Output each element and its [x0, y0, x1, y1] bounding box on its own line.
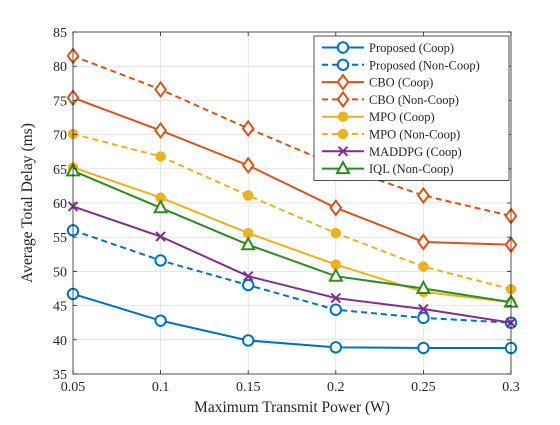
plot-series	[65, 47, 519, 355]
series-line	[72, 166, 512, 304]
series-line	[72, 132, 512, 291]
data-point	[418, 303, 429, 315]
data-point	[243, 190, 254, 201]
legend-item: MPO (Coop)	[322, 110, 435, 124]
series-line	[72, 55, 512, 217]
data-point	[241, 156, 255, 175]
y-tick-label: 65	[53, 163, 67, 178]
axes: 0.05 0.1 0.15 0.2 0.25 0.3 35 40 45 50 55 60 65 70 75 8…	[53, 26, 520, 395]
legend-item: MADDPG (Coop)	[322, 145, 462, 159]
series-5	[67, 128, 517, 295]
y-tick-label: 80	[53, 60, 67, 75]
data-point	[154, 254, 167, 267]
data-point	[155, 151, 166, 162]
series-6	[67, 201, 517, 328]
legend-item: Proposed (Coop)	[322, 41, 454, 55]
legend-swatch-marker	[336, 90, 350, 109]
data-point	[417, 341, 430, 355]
legend-item: MPO (Non-Coop)	[322, 128, 460, 142]
y-tick-label: 40	[53, 334, 67, 349]
x-tick-label: 0.25	[411, 380, 436, 395]
legend-swatch-marker	[337, 111, 349, 122]
data-point	[330, 259, 341, 270]
data-point	[328, 267, 344, 282]
legend-item: IQL (Non-Coop)	[322, 160, 454, 176]
series-7	[65, 162, 519, 308]
legend-swatch-marker	[336, 41, 350, 54]
x-tick-label: 0.2	[327, 380, 345, 395]
series-0	[66, 287, 518, 355]
data-point	[415, 279, 432, 294]
data-point	[155, 231, 166, 242]
x-tick-label: 0.1	[152, 380, 170, 395]
legend-label: MPO (Coop)	[369, 110, 435, 124]
x-axis-label: Maximum Transmit Power (W)	[194, 399, 390, 416]
y-tick-label: 45	[53, 300, 67, 315]
y-tick-label: 35	[53, 368, 67, 383]
data-point	[330, 227, 341, 239]
legend-label: CBO (Non-Coop)	[369, 93, 459, 107]
data-point	[242, 278, 255, 292]
series-line	[72, 169, 512, 304]
data-point	[330, 292, 342, 304]
data-point	[418, 261, 429, 272]
legend-item: Proposed (Non-Coop)	[322, 58, 480, 72]
legend-item: CBO (Non-Coop)	[322, 90, 459, 109]
legend-label: IQL (Non-Coop)	[369, 162, 454, 176]
data-point	[243, 227, 254, 239]
data-point	[242, 334, 255, 347]
data-point	[242, 270, 254, 282]
data-point	[240, 236, 256, 251]
x-tick-label: 0.05	[61, 380, 86, 395]
series-2	[66, 88, 518, 254]
y-tick-label: 85	[53, 26, 67, 41]
y-tick-label: 50	[53, 265, 67, 280]
y-tick-label: 75	[53, 94, 67, 109]
data-point	[417, 311, 430, 325]
data-point	[416, 233, 430, 251]
series-line	[72, 205, 512, 324]
legend-label: MPO (Non-Coop)	[369, 128, 460, 142]
legend-label: Proposed (Coop)	[369, 41, 454, 55]
legend-label: CBO (Coop)	[369, 76, 433, 90]
data-point	[154, 121, 168, 140]
series-4	[67, 162, 517, 308]
legend-swatch-marker	[337, 128, 349, 140]
legend-swatch-marker	[336, 73, 350, 91]
series-line	[72, 229, 512, 324]
data-point	[329, 341, 342, 354]
legend-label: MADDPG (Coop)	[369, 145, 462, 159]
y-tick-label: 55	[53, 231, 67, 246]
series-line	[72, 96, 512, 246]
y-tick-label: 70	[53, 129, 67, 144]
data-point	[152, 199, 169, 214]
y-axis-label: Average Total Delay (ms)	[19, 123, 36, 283]
data-point	[329, 199, 343, 217]
legend-label: Proposed (Non-Coop)	[369, 58, 480, 72]
x-tick-label: 0.15	[236, 380, 261, 395]
legend-swatch-marker	[337, 146, 349, 157]
legend-swatch-marker	[335, 160, 351, 175]
data-point	[154, 80, 168, 99]
data-point	[416, 186, 430, 205]
legend-swatch-marker	[336, 58, 350, 72]
data-point	[329, 303, 342, 316]
series-line	[72, 293, 511, 350]
data-point	[154, 314, 167, 327]
legend-item: CBO (Coop)	[322, 73, 433, 91]
x-tick-label: 0.3	[502, 380, 520, 395]
y-tick-label: 60	[53, 197, 67, 212]
legend: Proposed (Coop) Proposed (Non-Coop) CBO (C…	[313, 35, 510, 181]
data-point	[241, 119, 255, 138]
